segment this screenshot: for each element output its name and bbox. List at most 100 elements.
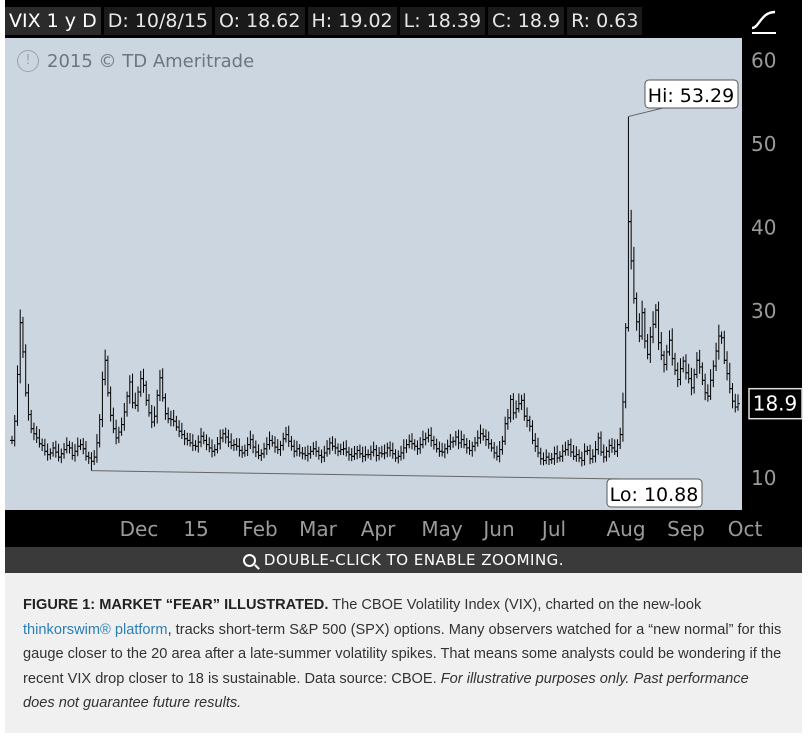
ohlc-bar [623,323,628,409]
ohlc-bar [344,440,349,457]
ohlc-bar [108,386,113,422]
ohlc-bar [396,450,401,464]
ohlc-bar [462,434,467,449]
ohlc-bar [388,441,393,457]
ohlc-bar [494,445,499,461]
ohlc-bar [160,368,165,402]
ohlc-bar [223,427,228,444]
ohlc-bar [226,429,231,448]
ohlc-bar [579,451,584,467]
x-tick-label: Aug [606,517,645,541]
ohlc-bar [300,447,305,460]
ohlc-bar [604,446,609,462]
ohlc-bar [722,330,727,365]
ohlc-bar [612,439,617,456]
ohlc-bar [607,439,612,458]
ohlc-bar [23,344,28,397]
ohlc-bar [571,444,576,461]
ohlc-bar [730,383,735,409]
ohlc-bar [352,445,357,461]
ohlc-bar [26,383,31,421]
lo-callout-label: Lo: 10.88 [610,484,699,506]
ohlc-bar [412,439,417,451]
ohlc-bar [637,313,642,343]
ohlc-bar [601,444,606,463]
ohlc-bar [467,440,472,455]
ohlc-bar [157,369,162,402]
ohlc-bar [481,428,486,441]
symbol-label[interactable]: VIX 1 y D [5,7,101,35]
chart-panel: ! 2015 © TD Ameritrade 10 30 40 50 60 Dec 15 Fe… [5,0,803,547]
ohlc-bar [519,394,524,411]
ohlc-bar [555,445,560,463]
ohlc-bar [385,442,390,458]
ohlc-bar [275,439,280,454]
x-tick-label: Mar [299,517,338,541]
ohlc-bar [209,439,214,458]
ohlc-bar [645,333,650,360]
caption-title: FIGURE 1: MARKET “FEAR” ILLUSTRATED. [23,597,329,613]
ohlc-bar [286,425,291,447]
ohlc-bar [316,446,321,460]
ohlc-bar [336,443,341,457]
ohlc-bar [642,308,647,349]
y-tick-label: 40 [751,216,776,240]
ohlc-bar [103,349,108,386]
ohlc-bar [231,439,236,452]
ohlc-bar [377,447,382,461]
header-bar: VIX 1 y D D: 10/8/15 O: 18.62 H: 19.02 L… [5,6,645,36]
info-icon[interactable]: ! [17,50,39,72]
x-tick-label: Apr [361,517,396,541]
zoom-hint-bar[interactable]: DOUBLE-CLICK TO ENABLE ZOOMING. [5,547,802,573]
ohlc-bar [689,367,694,396]
ohlc-bar [220,429,225,443]
ohlc-bar [472,436,477,452]
ohlc-bar [692,368,697,394]
chart-style-icon[interactable] [749,6,779,38]
ohlc-bar [190,434,195,452]
ohlc-bar [431,435,436,450]
ohlc-bar [174,415,179,431]
ohlc-bar [393,449,398,462]
ohlc-bar [62,443,67,459]
ohlc-bar [366,449,371,459]
ohlc-bar [664,344,669,371]
ohlc-bar [45,443,50,461]
ohlc-bar [289,435,294,451]
ohlc-bar [116,426,121,444]
ohlc-bar [204,434,209,451]
ohlc-bar [240,445,245,458]
hi-callout-line [628,107,664,118]
plot-area[interactable] [5,38,742,510]
ohlc-bar [136,386,141,412]
ohlc-bar [31,422,36,441]
ohlc-bar [292,439,297,458]
ohlc-bar [533,433,538,452]
ohlc-bar [75,437,80,457]
ohlc-bar [401,439,406,460]
ohlc-bar [234,437,239,451]
ohlc-bar [141,368,146,393]
thinkorswim-link[interactable]: thinkorswim® platform [23,621,168,638]
ohlc-bar [278,440,283,456]
x-tick-label: 15 [183,517,208,541]
close-label: C: 18.9 [488,7,565,35]
magnifier-icon [242,553,256,567]
ohlc-bar [218,429,223,450]
ohlc-bar [67,440,72,454]
ohlc-bar [415,440,420,455]
ohlc-bar [486,431,491,449]
x-tick-label: Jun [481,517,514,541]
ohlc-bar [500,435,505,455]
ohlc-bar [566,440,571,456]
ohlc-bar [736,394,740,411]
y-tick-label: 60 [751,49,776,73]
ohlc-bar [574,446,579,462]
ohlc-bar [251,434,256,454]
ohlc-bar [59,448,64,464]
ohlc-bar [207,437,212,453]
ohlc-bar [618,427,623,450]
ohlc-bar [215,437,220,454]
ohlc-bar [237,438,242,457]
ohlc-bar [700,362,705,386]
